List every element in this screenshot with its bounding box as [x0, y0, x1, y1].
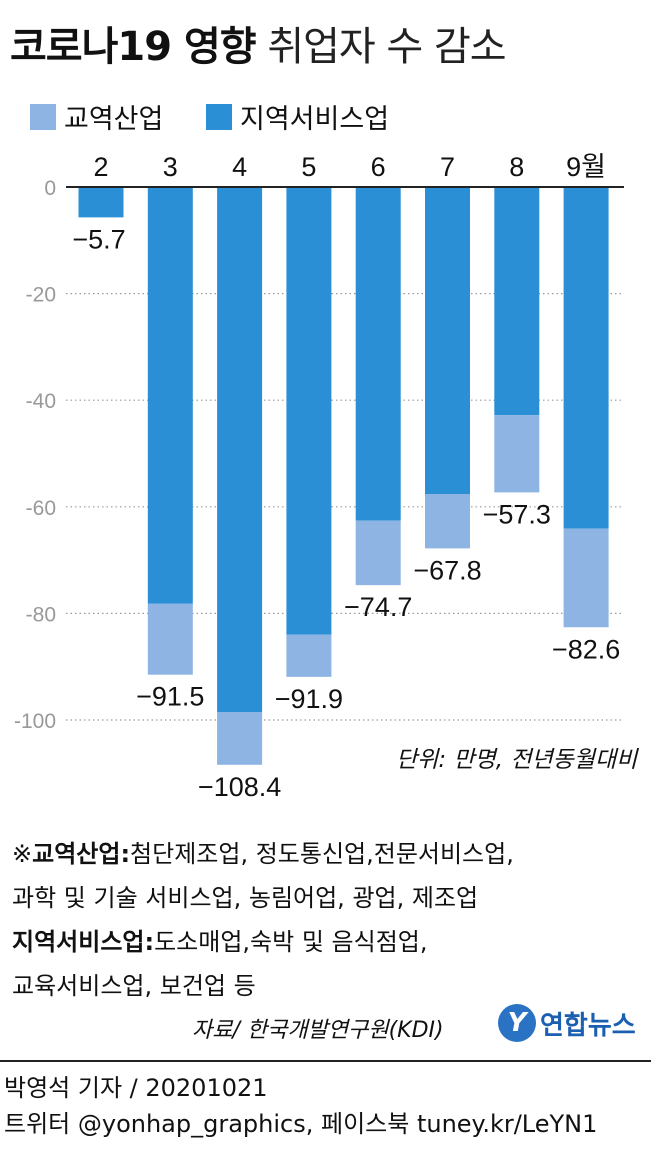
title-main: 코로나19 영향 [10, 24, 257, 70]
data-label: −67.8 [413, 555, 481, 585]
bar-segment [78, 187, 124, 218]
bar-segment [355, 187, 401, 521]
unit-note: 단위: 만명, 전년동월대비 [396, 747, 638, 773]
note-service-desc-2: 교육서비스업, 보건업 등 [12, 972, 256, 1000]
data-label: −91.5 [136, 682, 204, 712]
data-label: −91.9 [275, 684, 343, 714]
y-tick-label: -20 [26, 284, 56, 307]
note-service-cont: 교육서비스업, 보건업 등 [12, 964, 514, 1008]
note-trade-desc-2: 과학 및 기술 서비스업, 농림어업, 광업, 제조업 [12, 884, 479, 912]
bar-segment [425, 494, 470, 549]
x-tick-label: 4 [232, 152, 247, 182]
bar-segment [217, 712, 263, 765]
divider [0, 1060, 651, 1062]
note-mark: ※ [12, 840, 33, 868]
y-tick-label: -100 [14, 710, 56, 733]
bar-segment [147, 187, 193, 604]
x-tick-label: 8 [509, 152, 524, 182]
legend-swatch-service [206, 103, 232, 130]
bar-segment [494, 187, 540, 416]
note-trade-cont: 과학 및 기술 서비스업, 농림어업, 광업, 제조업 [12, 876, 514, 920]
legend-swatch-trade [30, 103, 56, 130]
bar-segment [217, 187, 263, 713]
reporter-credit: 박영석 기자 / 20201021 [4, 1074, 268, 1102]
legend-item-trade: 교역산업 [30, 97, 163, 136]
x-tick-label: 3 [163, 152, 178, 182]
y-tick-label: -80 [26, 603, 56, 626]
y-tick-label: -60 [26, 497, 56, 520]
social-credit: 트위터 @yonhap_graphics, 페이스북 tuney.kr/LeYN… [4, 1110, 598, 1138]
note-service-term: 지역서비스업 [12, 928, 145, 956]
y-tick-label: 0 [44, 177, 56, 200]
x-tick-label: 6 [371, 152, 386, 182]
chart-title: 코로나19 영향 취업자 수 감소 [10, 14, 507, 72]
data-label: −82.6 [552, 634, 620, 664]
bar-segment [147, 603, 193, 675]
bar-segment [563, 187, 609, 529]
note-trade-term: 교역산업 [32, 840, 121, 868]
bar-chart: 0 -20 -40 -60 -80 -100 2 −5.7 3 −91.5 4 −108.4 5 −91.… [14, 152, 624, 802]
data-label: −74.7 [344, 592, 412, 622]
note-service-desc-1: 도소매업,숙박 및 음식점업, [154, 928, 428, 956]
x-tick-label: 7 [440, 152, 455, 182]
bar-segment [286, 187, 332, 635]
source-note: 자료/ 한국개발연구원(KDI) [192, 1018, 444, 1043]
footnotes: ※교역산업:첨단제조업, 정도통신업,전문서비스업, 과학 및 기술 서비스업,… [12, 832, 514, 1008]
note-trade: ※교역산업:첨단제조업, 정도통신업,전문서비스업, [12, 832, 514, 876]
data-label: −57.3 [483, 499, 551, 529]
data-label: −5.7 [72, 224, 125, 254]
legend-label-trade: 교역산업 [64, 104, 164, 135]
bar-segment [494, 415, 540, 493]
yonhap-logo-icon: Y [498, 1004, 536, 1042]
legend-label-service: 지역서비스업 [240, 104, 390, 135]
x-tick-label: 5 [301, 152, 316, 182]
x-tick-label: 2 [93, 152, 108, 182]
y-tick-label: -40 [26, 390, 56, 413]
x-tick-label: 9월 [566, 152, 606, 182]
title-sub: 취업자 수 감소 [267, 24, 506, 70]
bar-segment [425, 187, 470, 495]
note-colon: : [120, 840, 131, 868]
data-label: −108.4 [198, 772, 281, 802]
note-trade-desc-1: 첨단제조업, 정도통신업,전문서비스업, [130, 840, 514, 868]
note-service: 지역서비스업:도소매업,숙박 및 음식점업, [12, 920, 514, 964]
bar-segment [563, 528, 609, 628]
legend-item-service: 지역서비스업 [206, 97, 389, 136]
note-colon-2: : [144, 928, 155, 956]
bar-segment [286, 634, 332, 677]
yonhap-logo-text: 연합뉴스 [540, 1010, 636, 1041]
bar-segment [355, 520, 401, 586]
yonhap-logo: Y 연합뉴스 [498, 1004, 636, 1042]
